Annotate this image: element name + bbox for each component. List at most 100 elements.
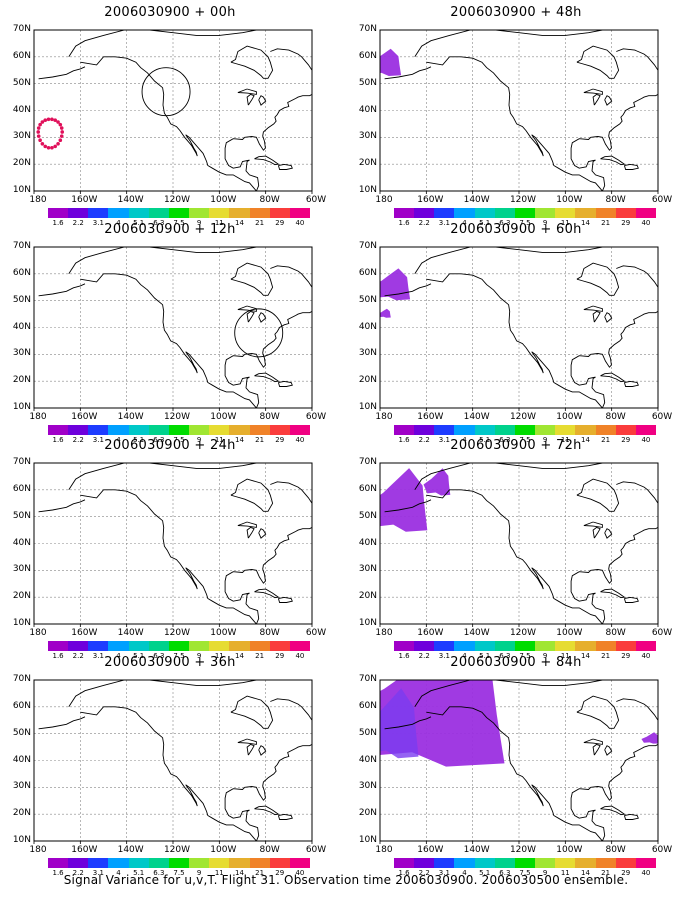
coastline (660, 730, 674, 742)
panel-title: 2006030900 + 72h (450, 438, 582, 453)
latitude-label: 50N (12, 77, 31, 88)
coastline (246, 93, 255, 106)
coastline (230, 45, 274, 79)
coastline (600, 372, 626, 383)
longitude-label: 160W (71, 195, 98, 205)
latitude-label: 40N (358, 321, 377, 332)
longitude-label: 60W (651, 195, 673, 205)
coastline (68, 463, 257, 491)
longitude-label: 80W (605, 195, 626, 205)
colorbar-label: 6.3 (499, 652, 511, 660)
variance-blob (641, 732, 658, 744)
longitude-label: 180 (375, 628, 393, 638)
coastline (570, 303, 658, 408)
colorbar (48, 208, 311, 218)
latitude-label: 30N (358, 781, 377, 792)
map-plot (379, 679, 674, 844)
latitude-label: 40N (358, 104, 377, 115)
observation-ring-dot (53, 118, 58, 122)
colorbar-swatch (289, 858, 311, 868)
coastline (230, 478, 274, 512)
colorbar-label: 11 (214, 436, 224, 444)
coastline (414, 30, 603, 58)
coastline (38, 499, 86, 513)
observation-ring-dot (40, 141, 45, 146)
coastline (576, 45, 620, 79)
latitude-label: 30N (12, 564, 31, 575)
latitude-label: 30N (358, 348, 377, 359)
colorbar-swatch (555, 425, 576, 435)
colorbar-swatch (575, 858, 596, 868)
colorbar-swatch (48, 208, 69, 218)
map-plot (33, 246, 313, 411)
coastline (426, 489, 603, 624)
colorbar-label: 1.6 (398, 219, 410, 227)
longitude-label: 120W (163, 628, 191, 638)
coastline (258, 528, 267, 539)
colorbar-swatch (148, 858, 169, 868)
colorbar-label: 6.3 (499, 436, 511, 444)
colorbar-label: 9 (196, 219, 202, 227)
panel-title: 2006030900 + 60h (450, 222, 582, 237)
figure-caption: Signal Variance for u,v,T. Flight 31. Ob… (63, 873, 629, 887)
map-plot (33, 29, 313, 194)
longitude-label: 140W (117, 628, 144, 638)
forecast-panel: 2006030900 + 36h 70N 60N 50N 40N 30N 20N 10N 180… (0, 655, 340, 877)
observation-ring-dot (53, 144, 58, 149)
coastline (246, 743, 255, 756)
longitude-label: 140W (117, 412, 144, 422)
latitude-label: 20N (12, 158, 31, 169)
latitude-label: 70N (12, 24, 31, 34)
longitude-label: 100W (556, 412, 583, 422)
coastline (246, 310, 255, 323)
coastline (270, 481, 312, 504)
colorbar-swatch (595, 858, 616, 868)
colorbar-label: 6.3 (153, 652, 165, 660)
longitude-label: 80W (259, 845, 280, 855)
colorbar-swatch (249, 425, 270, 435)
latitude-label: 40N (12, 754, 31, 765)
coastline (80, 273, 257, 408)
coastline (277, 163, 293, 170)
colorbar-swatch (209, 208, 230, 218)
coastline (616, 481, 658, 504)
colorbar-label: 6.3 (499, 219, 511, 227)
colorbar-label: 5.1 (133, 869, 145, 877)
colorbar-swatch (148, 425, 169, 435)
coastline (592, 526, 601, 539)
coastline (277, 380, 293, 387)
latitude-label: 50N (358, 510, 377, 521)
latitude-label: 20N (12, 375, 31, 386)
colorbar-swatch (414, 208, 435, 218)
colorbar-swatch (229, 425, 250, 435)
colorbar-label: 14 (234, 869, 244, 877)
coastline (254, 805, 280, 816)
latitude-label: 30N (12, 131, 31, 142)
colorbar-label: 11 (560, 436, 570, 444)
colorbar-swatch (454, 641, 475, 651)
observation-ring-dot (60, 130, 65, 134)
colorbar-label: 21 (601, 219, 611, 227)
colorbar-label: 4 (116, 869, 121, 877)
observation-ring-dot (50, 145, 54, 150)
colorbar-label: 3.1 (92, 219, 104, 227)
colorbar-label: 9 (542, 869, 548, 877)
longitude-label: 120W (163, 195, 191, 205)
map-plot (379, 246, 659, 411)
colorbar-label: 9 (542, 652, 548, 660)
colorbar-swatch (128, 208, 149, 218)
coastline (237, 88, 257, 95)
longitude-label: 160W (417, 628, 444, 638)
colorbar-label: 3.1 (92, 652, 104, 660)
longitude-label: 180 (29, 195, 47, 205)
colorbar-swatch (108, 858, 129, 868)
longitude-label: 60W (305, 845, 327, 855)
colorbar-swatch (394, 425, 415, 435)
colorbar-swatch (249, 208, 270, 218)
longitude-label: 80W (259, 195, 280, 205)
colorbar-label: 21 (601, 652, 611, 660)
longitude-label: 100W (210, 195, 237, 205)
colorbar-label: 11 (214, 219, 224, 227)
colorbar-label: 21 (255, 436, 265, 444)
colorbar-label: 14 (234, 219, 244, 227)
